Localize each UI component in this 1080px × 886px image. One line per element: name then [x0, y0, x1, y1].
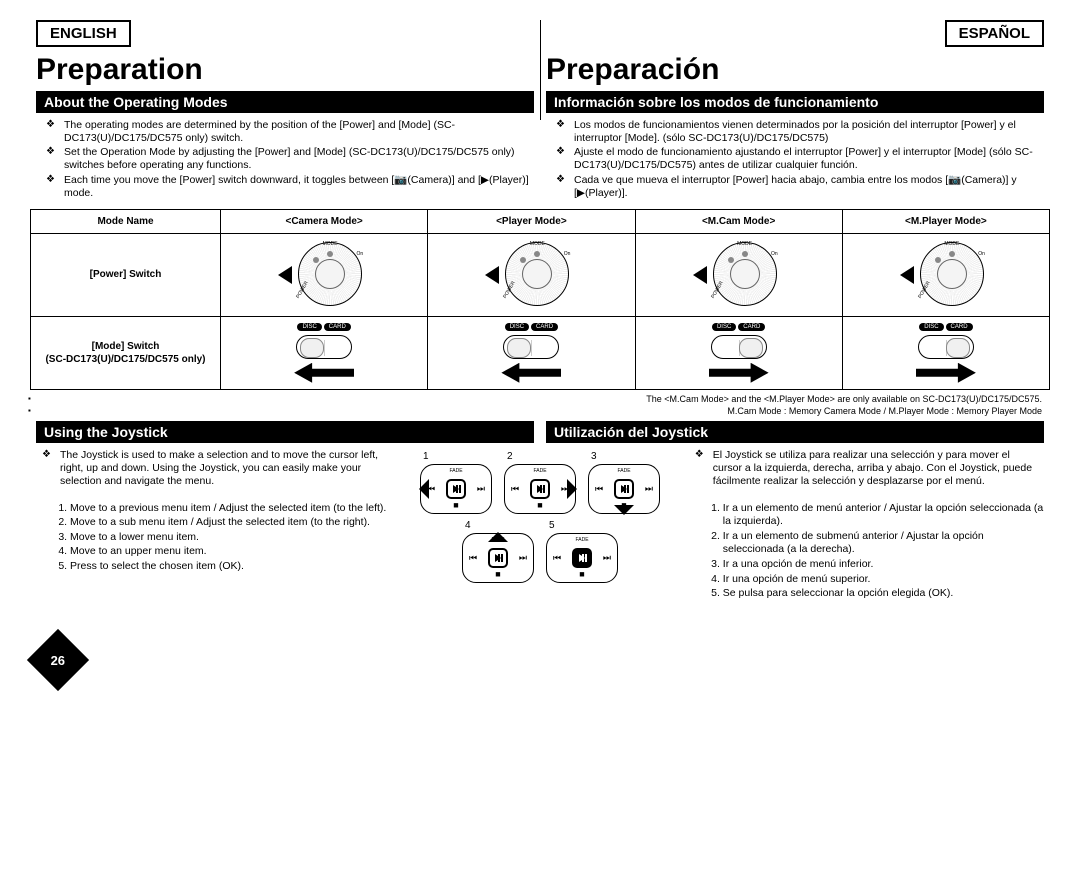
- joy-diagram-2: 2 FADE ⏮⏭■: [501, 451, 579, 514]
- joy-en-1: Move to a previous menu item / Adjust th…: [70, 502, 391, 516]
- joy-intro-en: The Joystick is used to make a selection…: [60, 449, 387, 488]
- bullets-en: The operating modes are determined by th…: [36, 117, 534, 207]
- joy-text-en: The Joystick is used to make a selection…: [30, 447, 397, 575]
- lang-spanish: ESPAÑOL: [945, 20, 1044, 47]
- section1-en: About the Operating Modes: [36, 91, 534, 113]
- section2-es: Utilización del Joystick: [546, 421, 1044, 443]
- joystick-content: The Joystick is used to make a selection…: [30, 447, 1050, 602]
- row-mode-label-b: (SC-DC173(U)/DC175/DC575 only): [45, 354, 205, 365]
- title-es: Preparación: [546, 53, 1044, 87]
- bullet-es-3: Cada ve que mueva el interruptor [Power]…: [574, 174, 1040, 200]
- joy-diagram-4: 4 FADE ⏮⏭■: [459, 520, 537, 583]
- col-spanish: ESPAÑOL Preparación Información sobre lo…: [540, 20, 1050, 207]
- row-mode-label: [Mode] Switch (SC-DC173(U)/DC175/DC575 o…: [31, 316, 221, 389]
- th-mode-name: Mode Name: [31, 209, 221, 233]
- joystick-diagrams: 1 FADE ⏮⏭■ 2 FADE ⏮⏭■ 3 FADE ⏮⏭■: [397, 447, 683, 583]
- joy-es-5: Se pulsa para seleccionar la opción eleg…: [723, 587, 1044, 601]
- row-mode-label-a: [Mode] Switch: [92, 341, 160, 352]
- table-footnotes: The <M.Cam Mode> and the <M.Player Mode>…: [30, 390, 1050, 421]
- section1-es: Información sobre los modos de funcionam…: [546, 91, 1044, 113]
- joy-es-3: Ir a una opción de menú inferior.: [723, 558, 1044, 572]
- arrow-left-icon: [294, 363, 354, 383]
- joy-intro-es: El Joystick se utiliza para realizar una…: [713, 449, 1040, 488]
- bullet-es-1: Los modos de funcionamientos vienen dete…: [574, 119, 1040, 145]
- dial-camera: MODEOnPOWER: [221, 233, 428, 316]
- lang-english: ENGLISH: [36, 20, 131, 47]
- dial-mcam: MODEOnPOWER: [635, 233, 842, 316]
- joy-diagram-5: 5 FADE ⏮⏭■: [543, 520, 621, 583]
- col-english: ENGLISH Preparation About the Operating …: [30, 20, 540, 207]
- dial-player: MODEOnPOWER: [428, 233, 635, 316]
- manual-page: ENGLISH Preparation About the Operating …: [30, 20, 1050, 672]
- joy-list-es: Ir a un elemento de menú anterior / Ajus…: [689, 502, 1044, 601]
- table-header-row: Mode Name <Camera Mode> <Player Mode> <M…: [31, 209, 1050, 233]
- footnote-1: The <M.Cam Mode> and the <M.Player Mode>…: [38, 394, 1042, 406]
- joy-en-5: Press to select the chosen item (OK).: [70, 560, 391, 574]
- center-divider: [540, 20, 541, 120]
- power-switch-row: [Power] Switch MODEOnPOWER MODEOnPOWER M…: [31, 233, 1050, 316]
- arrow-left-icon: [501, 363, 561, 383]
- mode-table: Mode Name <Camera Mode> <Player Mode> <M…: [30, 209, 1050, 390]
- joy-list-en: Move to a previous menu item / Adjust th…: [36, 502, 391, 574]
- arrow-right-icon: [916, 363, 976, 383]
- joy-diagram-3: 3 FADE ⏮⏭■: [585, 451, 663, 514]
- bullet-en-1: The operating modes are determined by th…: [64, 119, 530, 145]
- joy-en-3: Move to a lower menu item.: [70, 531, 391, 545]
- row-power-label: [Power] Switch: [31, 233, 221, 316]
- th-mplayer: <M.Player Mode>: [842, 209, 1049, 233]
- joy-diagram-1: 1 FADE ⏮⏭■: [417, 451, 495, 514]
- page-number: 26: [51, 652, 65, 667]
- bullets-es: Los modos de funcionamientos vienen dete…: [546, 117, 1044, 207]
- joy-es-4: Ir una opción de menú superior.: [723, 573, 1044, 587]
- joy-es-1: Ir a un elemento de menú anterior / Ajus…: [723, 502, 1044, 529]
- modesw-mcam: DISCCARD: [635, 316, 842, 389]
- footnote-2: M.Cam Mode : Memory Camera Mode / M.Play…: [38, 406, 1042, 418]
- bullet-en-3: Each time you move the [Power] switch do…: [64, 174, 530, 200]
- title-en: Preparation: [36, 53, 534, 87]
- arrow-right-icon: [709, 363, 769, 383]
- mode-switch-row: [Mode] Switch (SC-DC173(U)/DC175/DC575 o…: [31, 316, 1050, 389]
- joystick-section-bars: Using the Joystick Utilización del Joyst…: [30, 421, 1050, 447]
- section2-en: Using the Joystick: [36, 421, 534, 443]
- modesw-mplayer: DISCCARD: [842, 316, 1049, 389]
- joy-es-2: Ir a un elemento de submenú anterior / A…: [723, 530, 1044, 557]
- modesw-player: DISCCARD: [428, 316, 635, 389]
- page-number-badge: 26: [27, 629, 89, 691]
- bullet-en-2: Set the Operation Mode by adjusting the …: [64, 146, 530, 172]
- dial-mplayer: MODEOnPOWER: [842, 233, 1049, 316]
- th-mcam: <M.Cam Mode>: [635, 209, 842, 233]
- th-player: <Player Mode>: [428, 209, 635, 233]
- th-camera: <Camera Mode>: [221, 209, 428, 233]
- bullet-es-2: Ajuste el modo de funcionamiento ajustan…: [574, 146, 1040, 172]
- joy-text-es: El Joystick se utiliza para realizar una…: [683, 447, 1050, 602]
- joy-en-2: Move to a sub menu item / Adjust the sel…: [70, 516, 391, 530]
- joy-en-4: Move to an upper menu item.: [70, 545, 391, 559]
- modesw-camera: DISCCARD: [221, 316, 428, 389]
- page-footer: 26: [30, 612, 1050, 672]
